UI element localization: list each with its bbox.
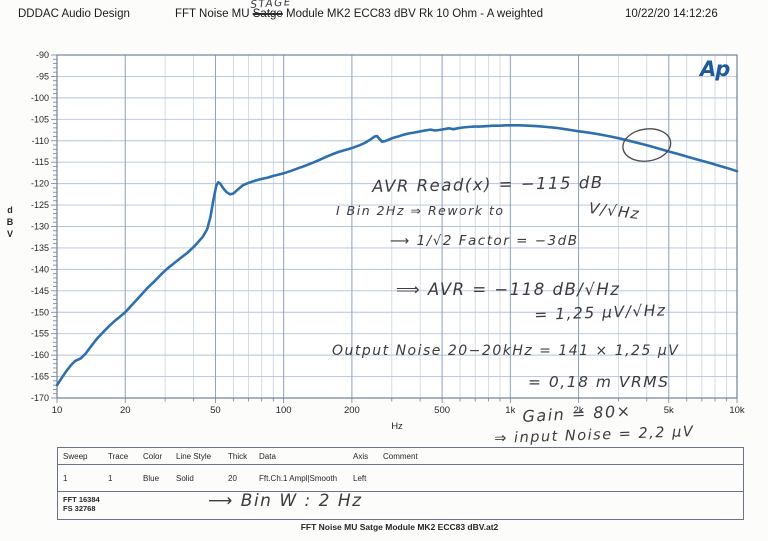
svg-text:d: d — [7, 205, 13, 215]
svg-text:-170: -170 — [31, 393, 49, 403]
cell-sweep: 1 — [63, 473, 68, 483]
fft-settings: FFT 16384 FS 32768 — [58, 492, 743, 513]
title-pre: FFT Noise MU — [175, 8, 253, 20]
title-post: Module MK2 ECC83 dBV Rk 10 Ohm - A weigh… — [282, 8, 543, 20]
svg-text:-130: -130 — [31, 222, 49, 232]
svg-text:10: 10 — [52, 405, 63, 416]
svg-text:2k: 2k — [574, 405, 584, 416]
svg-text:1k: 1k — [505, 405, 515, 416]
svg-text:500: 500 — [434, 405, 450, 416]
svg-text:-135: -135 — [31, 243, 49, 253]
col-data: Data — [259, 451, 276, 461]
svg-text:V: V — [7, 229, 13, 239]
svg-text:-100: -100 — [31, 93, 49, 103]
col-axis: Axis — [353, 451, 369, 461]
handwritten-note-bin-width: ⟶ Bin W : 2 Hz — [208, 491, 363, 511]
svg-text:-95: -95 — [36, 71, 49, 81]
fs-points: FS 32768 — [63, 504, 96, 513]
col-comment: Comment — [383, 451, 418, 461]
trace-table: Sweep Trace Color Line Style Thick Data … — [57, 447, 744, 520]
svg-text:50: 50 — [210, 405, 221, 416]
file-caption: FFT Noise MU Satge Module MK2 ECC83 dBV.… — [300, 522, 499, 532]
cell-trace: 1 — [108, 473, 113, 483]
svg-text:-90: -90 — [36, 50, 49, 60]
fft-points: FFT 16384 — [63, 495, 100, 504]
page-title: FFT Noise MU Satge Module MK2 ECC83 dBV … — [175, 8, 543, 20]
cell-data: Fft.Ch.1 Ampl|Smooth — [259, 473, 338, 483]
col-sweep: Sweep — [63, 451, 88, 461]
col-linestyle: Line Style — [176, 451, 212, 461]
svg-text:10k: 10k — [729, 405, 745, 416]
svg-text:20: 20 — [120, 405, 131, 416]
audio-precision-logo: Ap — [700, 57, 730, 81]
svg-text:-105: -105 — [31, 114, 49, 124]
handwritten-note-avr-read: AVR Read(x) = −115 dB — [372, 172, 604, 196]
cell-color: Blue — [143, 473, 160, 483]
handwritten-note-bin-rework: I Bin 2Hz ⇒ Rework to — [336, 203, 505, 218]
timestamp: 10/22/20 14:12:26 — [625, 8, 718, 20]
svg-text:-155: -155 — [31, 329, 49, 339]
trace-table-header: Sweep Trace Color Line Style Thick Data … — [58, 448, 743, 465]
fft-noise-chart: -90 -95 -100 -105 -110 -115 -120 -125 -130 -135 -1… — [7, 50, 745, 432]
svg-text:-110: -110 — [32, 136, 49, 146]
handwritten-note-sqrt2-factor: ⟶ 1/√2 Factor = −3dB — [390, 233, 579, 249]
svg-text:Hz: Hz — [391, 421, 403, 432]
svg-text:B: B — [7, 217, 14, 227]
cell-linestyle: Solid — [176, 473, 194, 483]
svg-text:-125: -125 — [31, 200, 49, 210]
svg-text:5k: 5k — [664, 405, 674, 416]
handwritten-note-vrms: = 0,18 m VRMS — [528, 373, 670, 391]
cell-thick: 20 — [228, 473, 237, 483]
col-thick: Thick — [228, 451, 248, 461]
title-struck-word: Satge — [252, 8, 283, 20]
svg-text:-120: -120 — [31, 179, 49, 189]
col-trace: Trace — [108, 451, 129, 461]
cell-axis: Left — [353, 473, 367, 483]
handwritten-note-avr-density: ⟹ AVR = −118 dB/√Hz — [396, 280, 621, 299]
org-name: DDDAC Audio Design — [18, 8, 130, 20]
svg-text:-140: -140 — [31, 264, 49, 274]
svg-text:-145: -145 — [31, 286, 49, 296]
svg-text:100: 100 — [276, 405, 292, 416]
svg-text:-165: -165 — [31, 372, 49, 382]
svg-text:-160: -160 — [31, 350, 49, 360]
svg-text:200: 200 — [344, 405, 360, 416]
col-color: Color — [143, 451, 163, 461]
handwritten-note-output-noise: Output Noise 20−20kHz = 141 × 1,25 µV — [332, 343, 680, 359]
svg-text:-115: -115 — [32, 157, 49, 167]
table-row: 1 1 Blue Solid 20 Fft.Ch.1 Ampl|Smooth L… — [58, 465, 743, 492]
svg-text:-150: -150 — [31, 307, 49, 317]
